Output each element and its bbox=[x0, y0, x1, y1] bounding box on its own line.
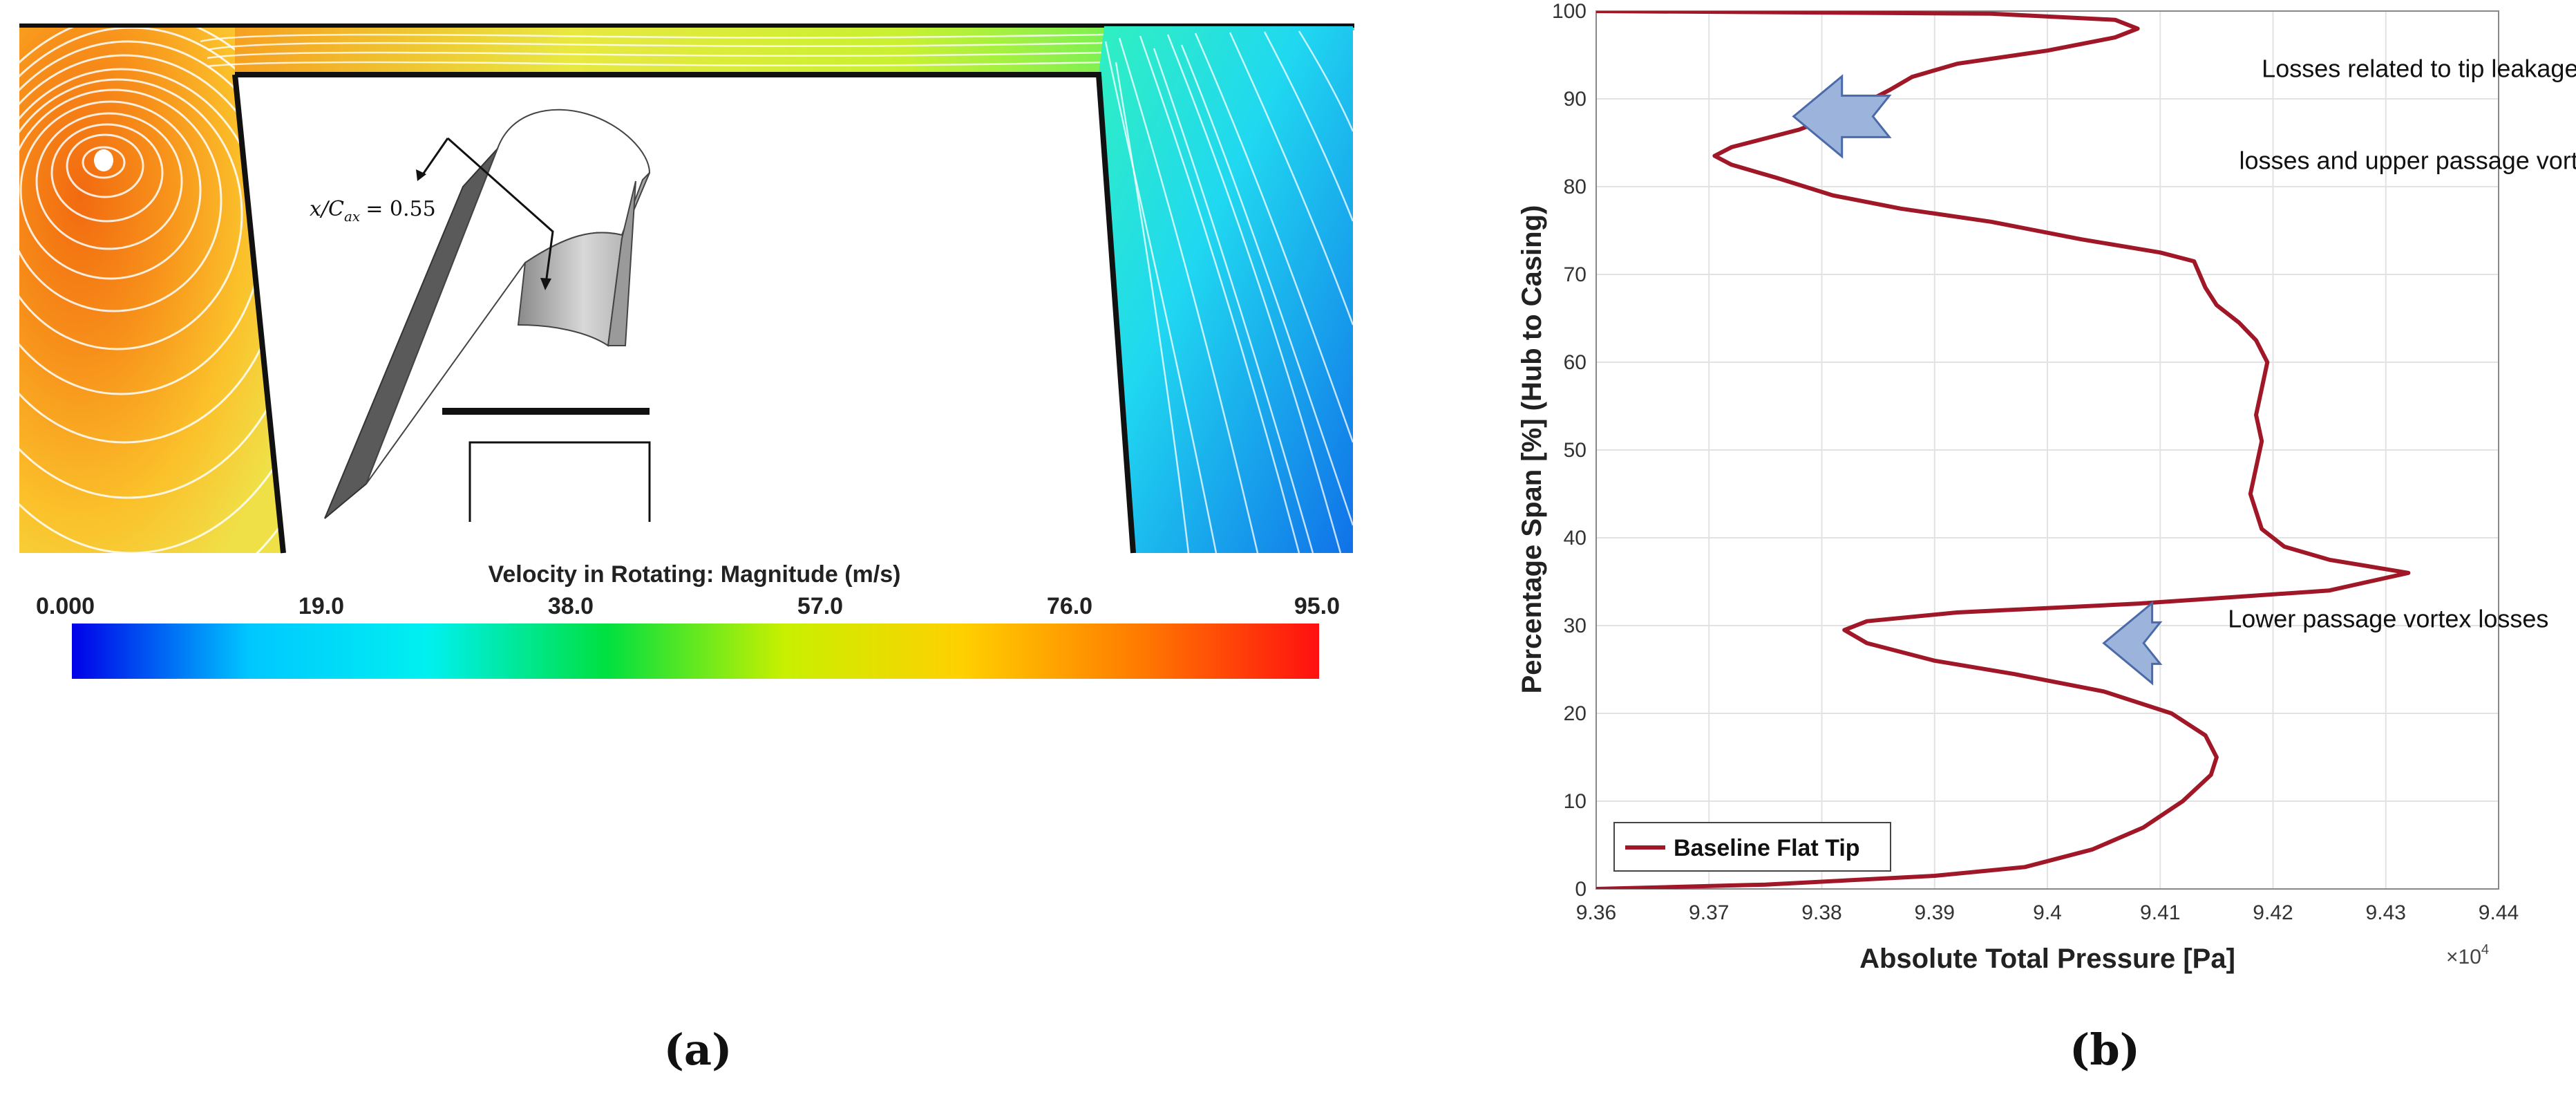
y-tick-label: 90 bbox=[1564, 88, 1587, 111]
colorbar-ticks: 0.000 19.0 38.0 57.0 76.0 95.0 bbox=[36, 593, 1340, 619]
colorbar-tick-label: 95.0 bbox=[1294, 593, 1340, 619]
annotation-arrow bbox=[2102, 601, 2163, 686]
x-tick-label: 9.43 bbox=[2366, 901, 2406, 924]
x-tick-labels: 9.36 9.37 9.38 9.39 9.4 9.41 9.42 9.43 9.44 bbox=[1576, 901, 2519, 924]
colorbar: Velocity in Rotating: Magnitude (m/s) 0.… bbox=[36, 561, 1340, 679]
colorbar-tick-label: 57.0 bbox=[797, 593, 843, 619]
legend: Baseline Flat Tip bbox=[1613, 822, 1891, 872]
chart-annotation: Losses related to tip leakage bbox=[2262, 54, 2576, 82]
y-tick-label: 100 bbox=[1552, 0, 1587, 23]
y-tick-label: 40 bbox=[1564, 527, 1587, 550]
y-tick-label: 30 bbox=[1564, 615, 1587, 637]
x-tick-label: 9.44 bbox=[2479, 901, 2519, 924]
x-tick-label: 9.4 bbox=[2033, 901, 2062, 924]
y-tick-label: 80 bbox=[1564, 176, 1587, 198]
y-axis-label: Percentage Span [%] (Hub to Casing) bbox=[1517, 205, 1547, 694]
panel-a-flow-visualization: x/Cax = 0.55 Velocity in Rotating: Magnit… bbox=[19, 24, 1354, 1075]
tip-gap-flow bbox=[19, 24, 1354, 75]
annotation-arrow bbox=[1792, 74, 1892, 159]
inset-annotation: x/Cax = 0.55 bbox=[310, 197, 436, 225]
x-tick-label: 9.37 bbox=[1689, 901, 1729, 924]
blade-side-outline bbox=[232, 74, 286, 554]
colorbar-tick-label: 19.0 bbox=[299, 593, 344, 619]
blade-tip-outline bbox=[235, 72, 1136, 554]
x-tick-label: 9.41 bbox=[2140, 901, 2180, 924]
colorbar-gradient bbox=[72, 624, 1319, 679]
blade-inset: x/Cax = 0.55 bbox=[310, 109, 651, 522]
panel-a-label: (a) bbox=[664, 1024, 732, 1075]
colorbar-title: Velocity in Rotating: Magnitude (m/s) bbox=[489, 561, 901, 588]
x-tick-label: 9.42 bbox=[2253, 901, 2293, 924]
annotation-arrows bbox=[1792, 74, 2163, 686]
y-tick-label: 10 bbox=[1564, 790, 1587, 813]
panel-b-label: (b) bbox=[2070, 1024, 2140, 1075]
colorbar-tick-label: 76.0 bbox=[1047, 593, 1092, 619]
y-tick-label: 50 bbox=[1564, 439, 1587, 462]
left-vortex-region bbox=[19, 26, 283, 553]
right-flow-region bbox=[1099, 26, 1353, 553]
inset-section-box bbox=[468, 441, 651, 522]
x-axis-label: Absolute Total Pressure [Pa] bbox=[1859, 944, 2235, 974]
colorbar-tick-label: 0.000 bbox=[36, 593, 95, 619]
panel-b-pressure-chart: 9.36 9.37 9.38 9.39 9.4 9.41 9.42 9.43 9.44 0 10 2… bbox=[1517, 0, 2576, 1075]
y-tick-labels: 0 10 20 30 40 50 60 70 80 90 100 bbox=[1552, 0, 1587, 901]
x-multiplier: ×104 bbox=[2446, 942, 2489, 968]
chart-annotation: Lower passage vortex losses bbox=[2228, 605, 2548, 633]
inset-section-bar bbox=[442, 408, 650, 415]
y-tick-label: 60 bbox=[1564, 351, 1587, 374]
x-tick-label: 9.38 bbox=[1801, 901, 1841, 924]
annotations: Losses related to tip leakage losses and … bbox=[2228, 54, 2576, 632]
chart-grid bbox=[1595, 10, 2499, 890]
plot-frame bbox=[1595, 10, 2499, 890]
x-tick-label: 9.36 bbox=[1576, 901, 1616, 924]
y-tick-label: 20 bbox=[1564, 702, 1587, 725]
x-tick-label: 9.39 bbox=[1915, 901, 1955, 924]
colorbar-tick-label: 38.0 bbox=[548, 593, 594, 619]
y-tick-label: 70 bbox=[1564, 263, 1587, 286]
chart-annotation: losses and upper passage vortex bbox=[2239, 147, 2576, 175]
legend-entry: Baseline Flat Tip bbox=[1674, 835, 1860, 861]
y-tick-label: 0 bbox=[1575, 878, 1587, 901]
